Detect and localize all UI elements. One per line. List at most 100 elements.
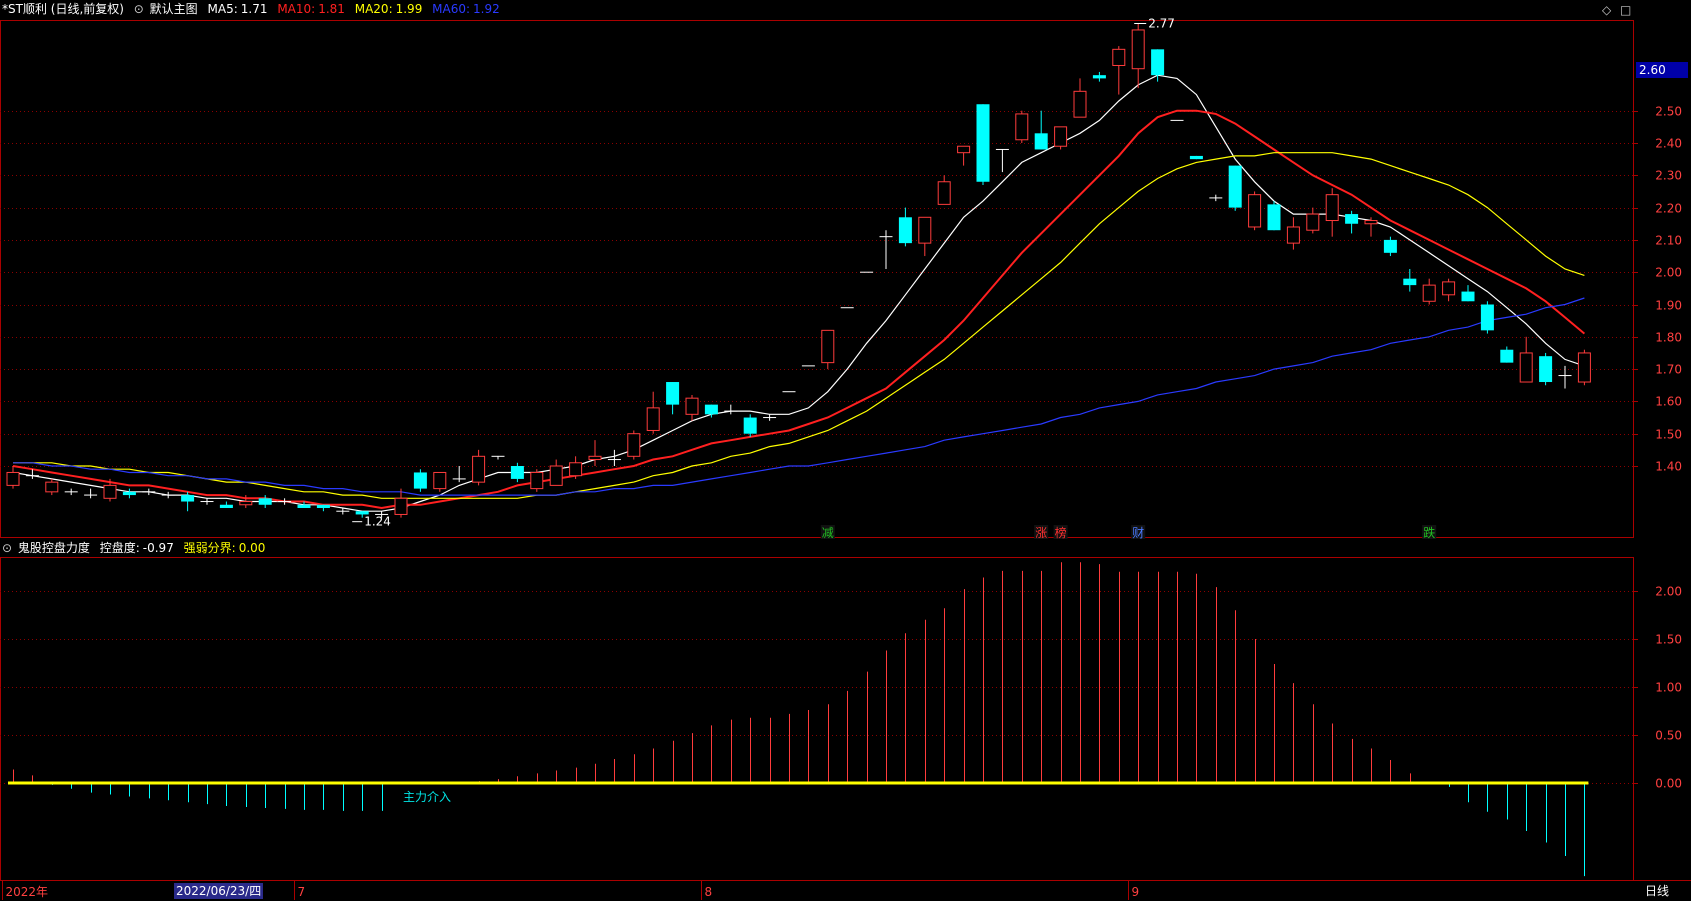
sub-panel-frame	[0, 557, 1634, 881]
candle-up	[103, 484, 117, 499]
candle-up	[1073, 90, 1087, 118]
annotation-label: 主力介入	[403, 790, 451, 804]
candle-up	[1054, 126, 1068, 147]
candle-up	[627, 433, 641, 457]
candle-down	[898, 217, 912, 244]
square-icon[interactable]: □	[1620, 3, 1632, 17]
candle-up	[433, 471, 447, 490]
candle-up	[1577, 352, 1591, 383]
control-value: -0.97	[142, 541, 174, 555]
boundary-value: 0.00	[238, 541, 266, 555]
event-marker-bg	[1034, 525, 1049, 539]
candle-up	[1131, 29, 1145, 70]
event-marker-bg	[820, 525, 835, 539]
candle-down	[1034, 133, 1048, 150]
candle-down	[1189, 155, 1203, 160]
ma10-value: 1.81	[318, 2, 345, 16]
candle-down	[704, 404, 718, 415]
candle-down	[1092, 75, 1106, 79]
candle-up	[918, 216, 932, 244]
candle-up	[394, 497, 408, 515]
main-y-tick-label: 2.00	[1655, 266, 1682, 280]
candle-down	[258, 498, 272, 505]
main-y-tick-label: 2.30	[1655, 169, 1682, 183]
candle-down	[316, 504, 330, 508]
sub-y-tick-label: 0.50	[1655, 729, 1682, 743]
candle-down	[976, 104, 990, 182]
main-header: *ST顺利 (日线,前复权) ⊙ 默认主图 MA5: 1.71 MA10: 1.81…	[2, 1, 500, 21]
candle-down	[1403, 278, 1417, 286]
candle-down	[219, 504, 233, 508]
candle-up	[530, 471, 544, 490]
control-label: 控盘度:	[99, 541, 140, 555]
stock-title[interactable]: *ST顺利 (日线,前复权)	[2, 2, 124, 16]
event-marker-bg	[1422, 525, 1437, 539]
sub-y-tick-label: 2.00	[1655, 585, 1682, 599]
candle-down	[666, 382, 680, 405]
candle-down	[122, 491, 136, 496]
sub-y-tick-label: 1.00	[1655, 681, 1682, 695]
candle-up	[1422, 284, 1436, 302]
candle-down	[1383, 239, 1397, 253]
sub-y-tick-label: 0.00	[1655, 777, 1682, 791]
ma20-label: MA20:	[354, 2, 393, 16]
event-marker: 涨	[1035, 525, 1047, 540]
event-marker-bg	[1131, 525, 1146, 539]
event-marker: 减	[822, 526, 834, 540]
main-y-tick-label: 1.70	[1655, 363, 1682, 377]
candle-up	[549, 465, 563, 486]
candle-down	[1480, 304, 1494, 331]
candle-up	[1248, 194, 1262, 228]
candle-down	[1539, 356, 1553, 383]
candle-up	[1364, 220, 1378, 225]
candle-up	[1112, 48, 1126, 66]
candle-down	[743, 417, 757, 434]
diamond-icon[interactable]: ◇	[1602, 3, 1612, 17]
ma-line-ma10	[12, 109, 1586, 510]
main-y-tick-label: 2.50	[1655, 105, 1682, 119]
candle-up	[45, 481, 59, 493]
candle-up	[1325, 194, 1339, 222]
ma5-value: 1.71	[240, 2, 268, 16]
ma-line-ma60	[13, 297, 1585, 496]
candle-down	[297, 504, 311, 508]
ma60-label: MA60:	[432, 2, 471, 16]
ma5-label: MA5:	[207, 2, 238, 16]
candle-up	[957, 145, 971, 154]
candle-up	[1015, 113, 1029, 141]
main-y-tick-label: 1.40	[1655, 460, 1682, 474]
x-tick-label: 9	[1132, 885, 1140, 899]
main-y-tick-label: 1.80	[1655, 331, 1682, 345]
main-y-tick-label: 2.40	[1655, 137, 1682, 151]
candle-down	[355, 511, 369, 515]
candle-down	[413, 472, 427, 489]
current-price-tag: 2.60	[1636, 62, 1688, 78]
candle-down	[1345, 214, 1359, 224]
candle-up	[588, 455, 602, 461]
main-y-tick-label: 2.10	[1655, 234, 1682, 248]
ma20-value: 1.99	[395, 2, 423, 16]
candle-down	[510, 466, 524, 479]
candle-down	[1151, 49, 1165, 76]
candle-up	[472, 455, 486, 483]
main-panel-frame	[0, 20, 1634, 538]
candle-up	[821, 329, 835, 364]
sub-y-tick-label: 1.50	[1655, 633, 1682, 647]
panel-name[interactable]: 默认主图	[149, 2, 198, 16]
ma-line-ma5	[12, 74, 1585, 512]
candle-down	[1228, 165, 1242, 208]
indicator-name[interactable]: 鬼股控盘力度	[17, 541, 90, 555]
selected-date: 2022/06/23/四	[174, 883, 264, 899]
candle-up	[685, 397, 699, 415]
event-marker: 榜	[1055, 525, 1067, 540]
candle-up	[6, 471, 20, 486]
sub-settings-icon[interactable]: ⊙	[2, 541, 13, 555]
x-tick-label: 8	[705, 885, 713, 899]
candle-down	[1461, 291, 1475, 302]
ma10-label: MA10:	[277, 2, 316, 16]
main-y-tick-label: 1.60	[1655, 395, 1682, 409]
settings-icon[interactable]: ⊙	[133, 2, 144, 16]
period-label[interactable]: 日线	[1645, 884, 1670, 898]
low-label: 1.24	[364, 515, 391, 529]
